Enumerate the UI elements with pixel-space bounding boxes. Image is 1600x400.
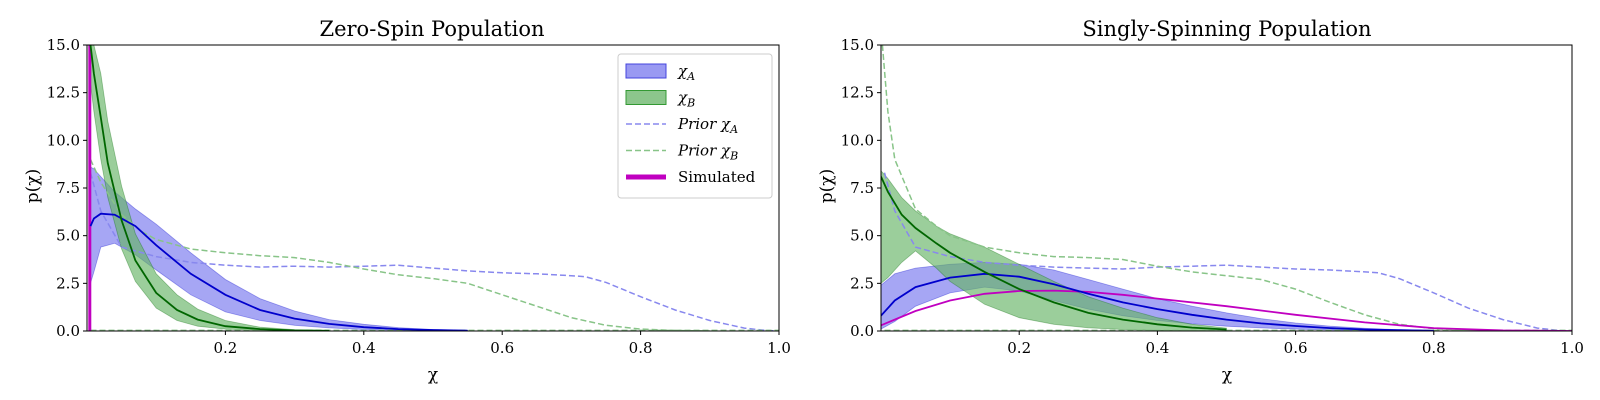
legend-entry-label: Prior χA [677,115,738,136]
x-tick-label: 1.0 [1560,339,1584,357]
tick-labels: 0.0 2.5 5.0 7.5 10.0 12.5 15.0 0.2 0.4 0.6 0.8 1.0 [47,36,791,357]
y-tick-label: 2.5 [850,274,874,292]
y-tick-label: 2.5 [56,274,80,292]
plot-area [88,45,779,331]
y-tick-label: 0.0 [850,322,874,340]
tick-labels: 0.0 2.5 5.0 7.5 10.0 12.5 15.0 0.2 0.4 0.6 0.8 1.0 [841,36,1584,357]
legend-entry-label: Prior χB [677,142,738,163]
y-tick-label: 5.0 [850,227,874,245]
y-tick-label: 5.0 [56,227,80,245]
axes-frame [86,44,780,332]
chart-title: Singly-Spinning Population [1082,17,1371,41]
band-χB [881,170,1227,331]
band-χA [90,166,468,331]
y-tick-label: 0.0 [56,322,80,340]
x-tick-label: 0.4 [352,339,376,357]
legend-entry-label: χA [677,62,695,83]
y-tick-label: 12.5 [47,84,80,102]
line-prior-χb [881,45,1503,331]
median-χB [881,176,1227,331]
x-tick-label: 0.4 [1145,339,1169,357]
x-tick-label: 1.0 [767,339,791,357]
panel-singly-spinning: Singly-Spinning Population χ p(χ) 0.0 2.5… [817,17,1584,385]
median-χB [89,45,330,331]
y-tick-label: 15.0 [47,36,80,54]
legend-entry-label: Simulated [678,168,756,186]
x-axis-label: χ [1222,365,1232,385]
x-tick-label: 0.6 [490,339,514,357]
x-tick-label: 0.8 [1422,339,1446,357]
line-simulated [881,289,1572,331]
y-axis-label: p(χ) [23,169,43,203]
legend-swatch [625,90,667,105]
line-prior-χb [89,159,710,331]
legend-swatch [625,63,667,79]
y-axis-label: p(χ) [817,169,837,203]
x-tick-label: 0.2 [213,339,237,357]
median-χA [89,212,468,331]
line-prior-χa [883,172,1572,331]
y-tick-label: 12.5 [841,84,874,102]
y-tick-label: 7.5 [850,179,874,197]
plot-area [881,45,1572,331]
x-tick-label: 0.8 [629,339,653,357]
x-tick-label: 0.6 [1284,339,1308,357]
x-axis-label: χ [428,365,438,385]
chart-title: Zero-Spin Population [320,17,545,41]
legend: χA χB Prior χA Prior χB Simulated [617,53,773,199]
y-tick-label: 15.0 [841,36,874,54]
panel-zero-spin: Zero-Spin Population χ p(χ) 0.0 2.5 5.0 7.5… [23,17,791,385]
line-prior-χa [89,172,779,331]
x-tick-label: 0.2 [1007,339,1031,357]
y-tick-label: 10.0 [47,131,80,149]
legend-entry-label: χB [677,89,695,110]
y-tick-label: 10.0 [841,131,874,149]
y-tick-label: 7.5 [56,179,80,197]
median-χA [881,272,1434,331]
axes-frame [880,44,1573,332]
